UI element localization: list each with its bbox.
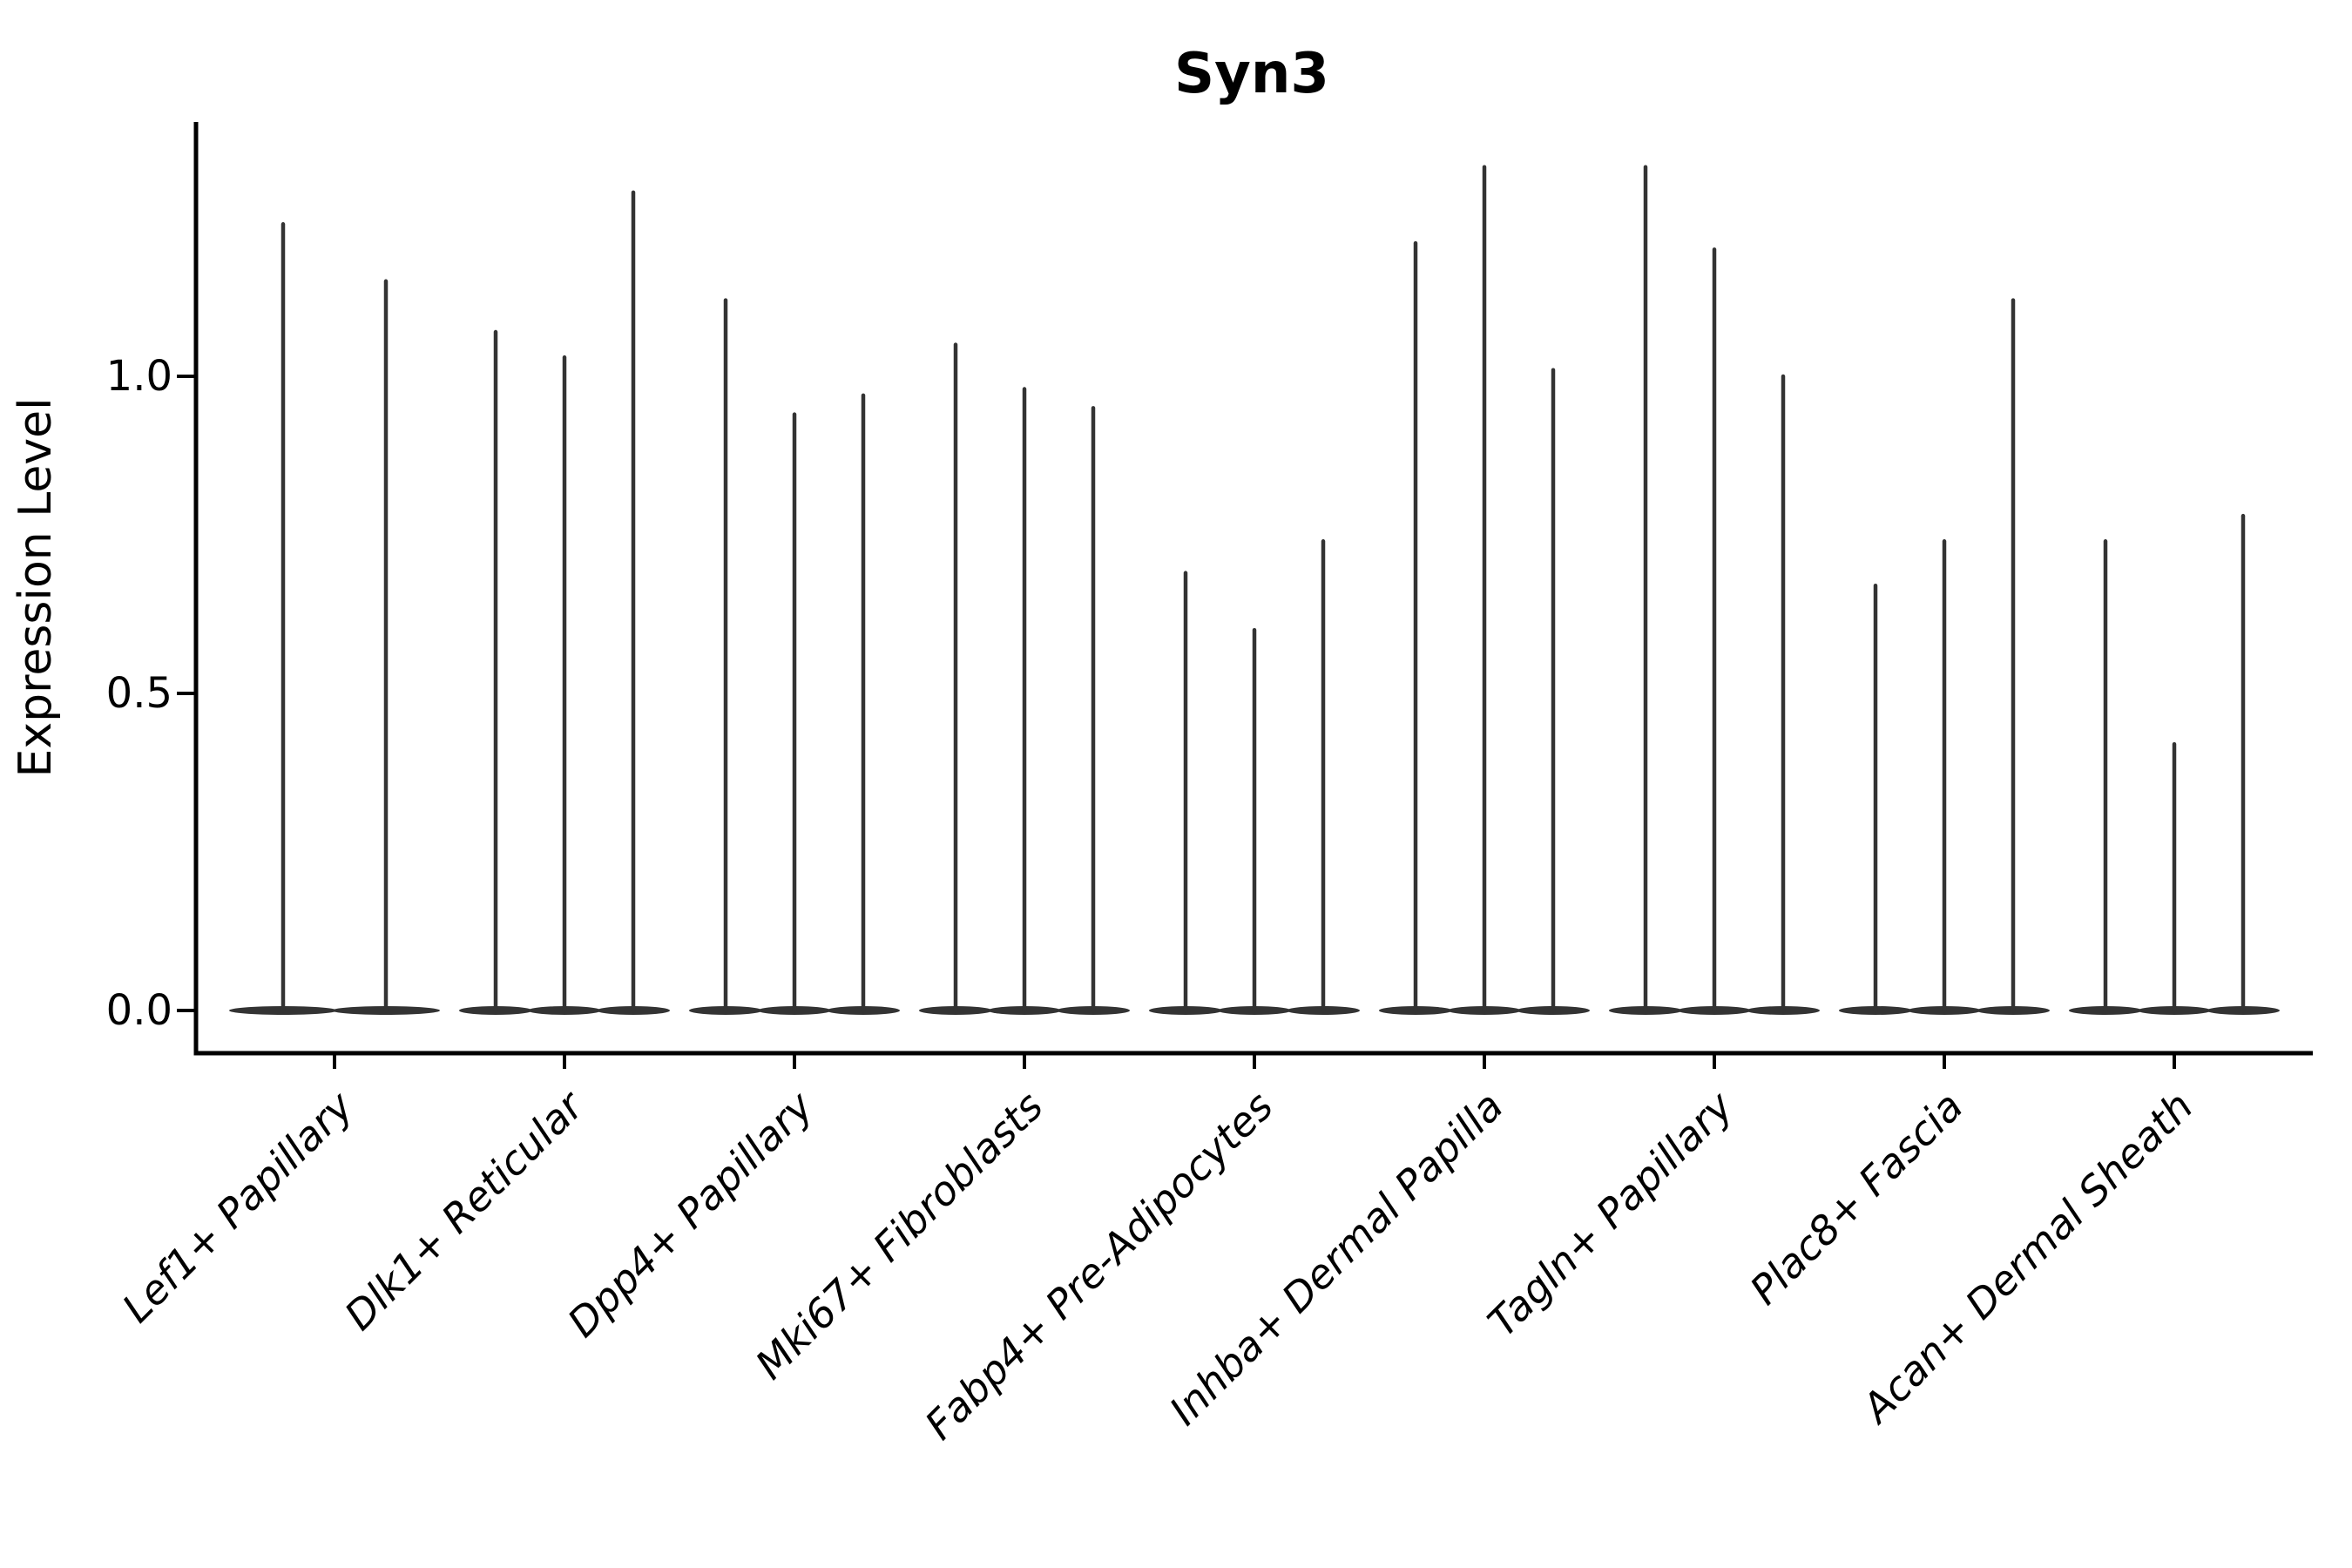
x-tick-label: Tagln+ Papillary [1478,1082,1742,1346]
y-tick-label: 1.0 [106,352,172,401]
x-tick-label: Lef1+ Papillary [113,1082,362,1331]
x-tick-label: Dpp4+ Papillary [558,1082,822,1346]
y-axis-label: Expression Level [10,397,62,777]
plot-title: Syn3 [1174,42,1329,106]
x-tick-label: Plac8+ Fascia [1740,1083,1971,1314]
x-tick-label: Dlk1+ Reticular [335,1080,594,1339]
y-tick-label: 0.5 [106,669,172,718]
y-tick-label: 0.0 [106,986,172,1035]
